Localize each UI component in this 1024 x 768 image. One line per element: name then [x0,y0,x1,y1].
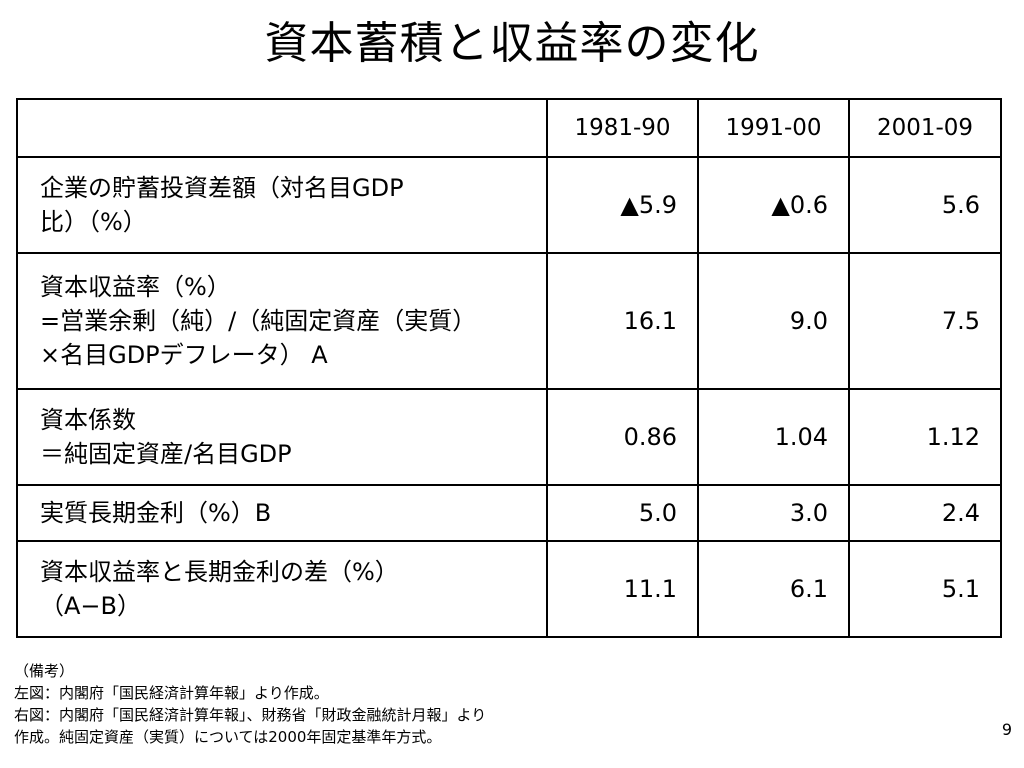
table-row: 実質長期金利（%）B 5.0 3.0 2.4 [16,484,1002,542]
header-cell-1991-00: 1991-00 [697,98,850,158]
notes-line-right-figure: 右図：内閣府「国民経済計算年報」、財務省「財政金融統計月報」より [14,706,487,724]
value-cell: ▲5.9 [546,156,699,254]
label-line: =営業余剰（純）/（純固定資産（実質） [40,307,477,335]
label-line: 実質長期金利（%）B [40,499,272,527]
table-header-row: 1981-90 1991-00 2001-09 [16,98,1002,158]
notes-line-continuation: 作成。純固定資産（実質）については2000年固定基準年方式。 [14,728,442,746]
row-label-return-rate-spread: 資本収益率と長期金利の差（%） （A−B） [16,540,548,638]
value-cell: 5.0 [546,484,699,542]
row-label-savings-investment-balance: 企業の貯蓄投資差額（対名目GDP 比）（%） [16,156,548,254]
slide-title: 資本蓄積と収益率の変化 [264,18,760,69]
value-cell: 16.1 [546,252,699,390]
value-cell: 5.6 [848,156,1002,254]
value-cell: ▲0.6 [697,156,850,254]
table-row: 企業の貯蓄投資差額（対名目GDP 比）（%） ▲5.9 ▲0.6 5.6 [16,156,1002,254]
value-cell: 0.86 [546,388,699,486]
notes-line-left-figure: 左図：内閣府「国民経済計算年報」より作成。 [14,684,329,702]
row-label-real-long-term-rate: 実質長期金利（%）B [16,484,548,542]
value-cell: 3.0 [697,484,850,542]
table-row: 資本収益率と長期金利の差（%） （A−B） 11.1 6.1 5.1 [16,540,1002,638]
data-table: 1981-90 1991-00 2001-09 企業の貯蓄投資差額（対名目GDP… [16,98,1002,638]
value-cell: 9.0 [697,252,850,390]
header-cell-empty [16,98,548,158]
value-cell: 2.4 [848,484,1002,542]
row-label-capital-coefficient: 資本係数 ＝純固定資産/名目GDP [16,388,548,486]
label-line: ＝純固定資産/名目GDP [40,440,292,468]
value-cell: 1.12 [848,388,1002,486]
table-row: 資本係数 ＝純固定資産/名目GDP 0.86 1.04 1.12 [16,388,1002,486]
value-cell: 1.04 [697,388,850,486]
value-cell: 5.1 [848,540,1002,638]
value-cell: 6.1 [697,540,850,638]
source-notes: （備考） 左図：内閣府「国民経済計算年報」より作成。 右図：内閣府「国民経済計算… [14,660,914,748]
value-cell: 11.1 [546,540,699,638]
table-row: 資本収益率（%） =営業余剰（純）/（純固定資産（実質） ×名目GDPデフレータ… [16,252,1002,390]
label-line: 資本収益率と長期金利の差（%） [40,558,399,586]
row-label-return-on-capital: 資本収益率（%） =営業余剰（純）/（純固定資産（実質） ×名目GDPデフレータ… [16,252,548,390]
label-line: 比）（%） [40,208,147,236]
page-number: 9 [1001,720,1012,739]
notes-heading: （備考） [14,662,75,680]
value-cell: 7.5 [848,252,1002,390]
header-cell-2001-09: 2001-09 [848,98,1002,158]
label-line: 資本係数 [40,406,136,434]
label-line: ×名目GDPデフレータ） A [40,341,328,369]
label-line: 資本収益率（%） [40,273,231,301]
label-line: 企業の貯蓄投資差額（対名目GDP [40,174,404,202]
label-line: （A−B） [40,592,141,620]
header-cell-1981-90: 1981-90 [546,98,699,158]
